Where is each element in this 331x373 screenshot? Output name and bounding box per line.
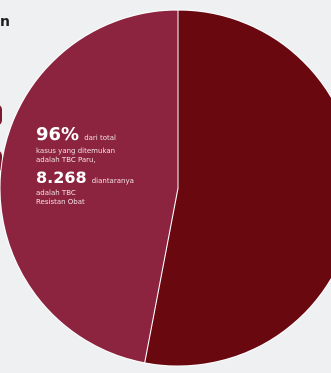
cropped-heading-fragment: n (0, 14, 10, 30)
stat-text: kasus yang ditemukan (36, 146, 116, 155)
stat-text: adalah TBC Paru, (36, 155, 96, 164)
stat-text: diantaranya (91, 177, 134, 186)
pie-annotation: 96% dari total kasus yang ditemukan adal… (36, 124, 154, 206)
stat-percentage: 96% (36, 124, 80, 145)
cropped-edge-mark (0, 150, 2, 172)
pie-slice-1 (144, 9, 331, 367)
cropped-edge-mark (0, 104, 2, 126)
stat-text: Resistan Obat (36, 197, 85, 206)
stat-count: 8.268 (36, 168, 87, 188)
pie-slice-2 (0, 9, 179, 364)
stat-text: dari total (84, 134, 116, 142)
stat-text: adalah TBC (36, 188, 76, 197)
